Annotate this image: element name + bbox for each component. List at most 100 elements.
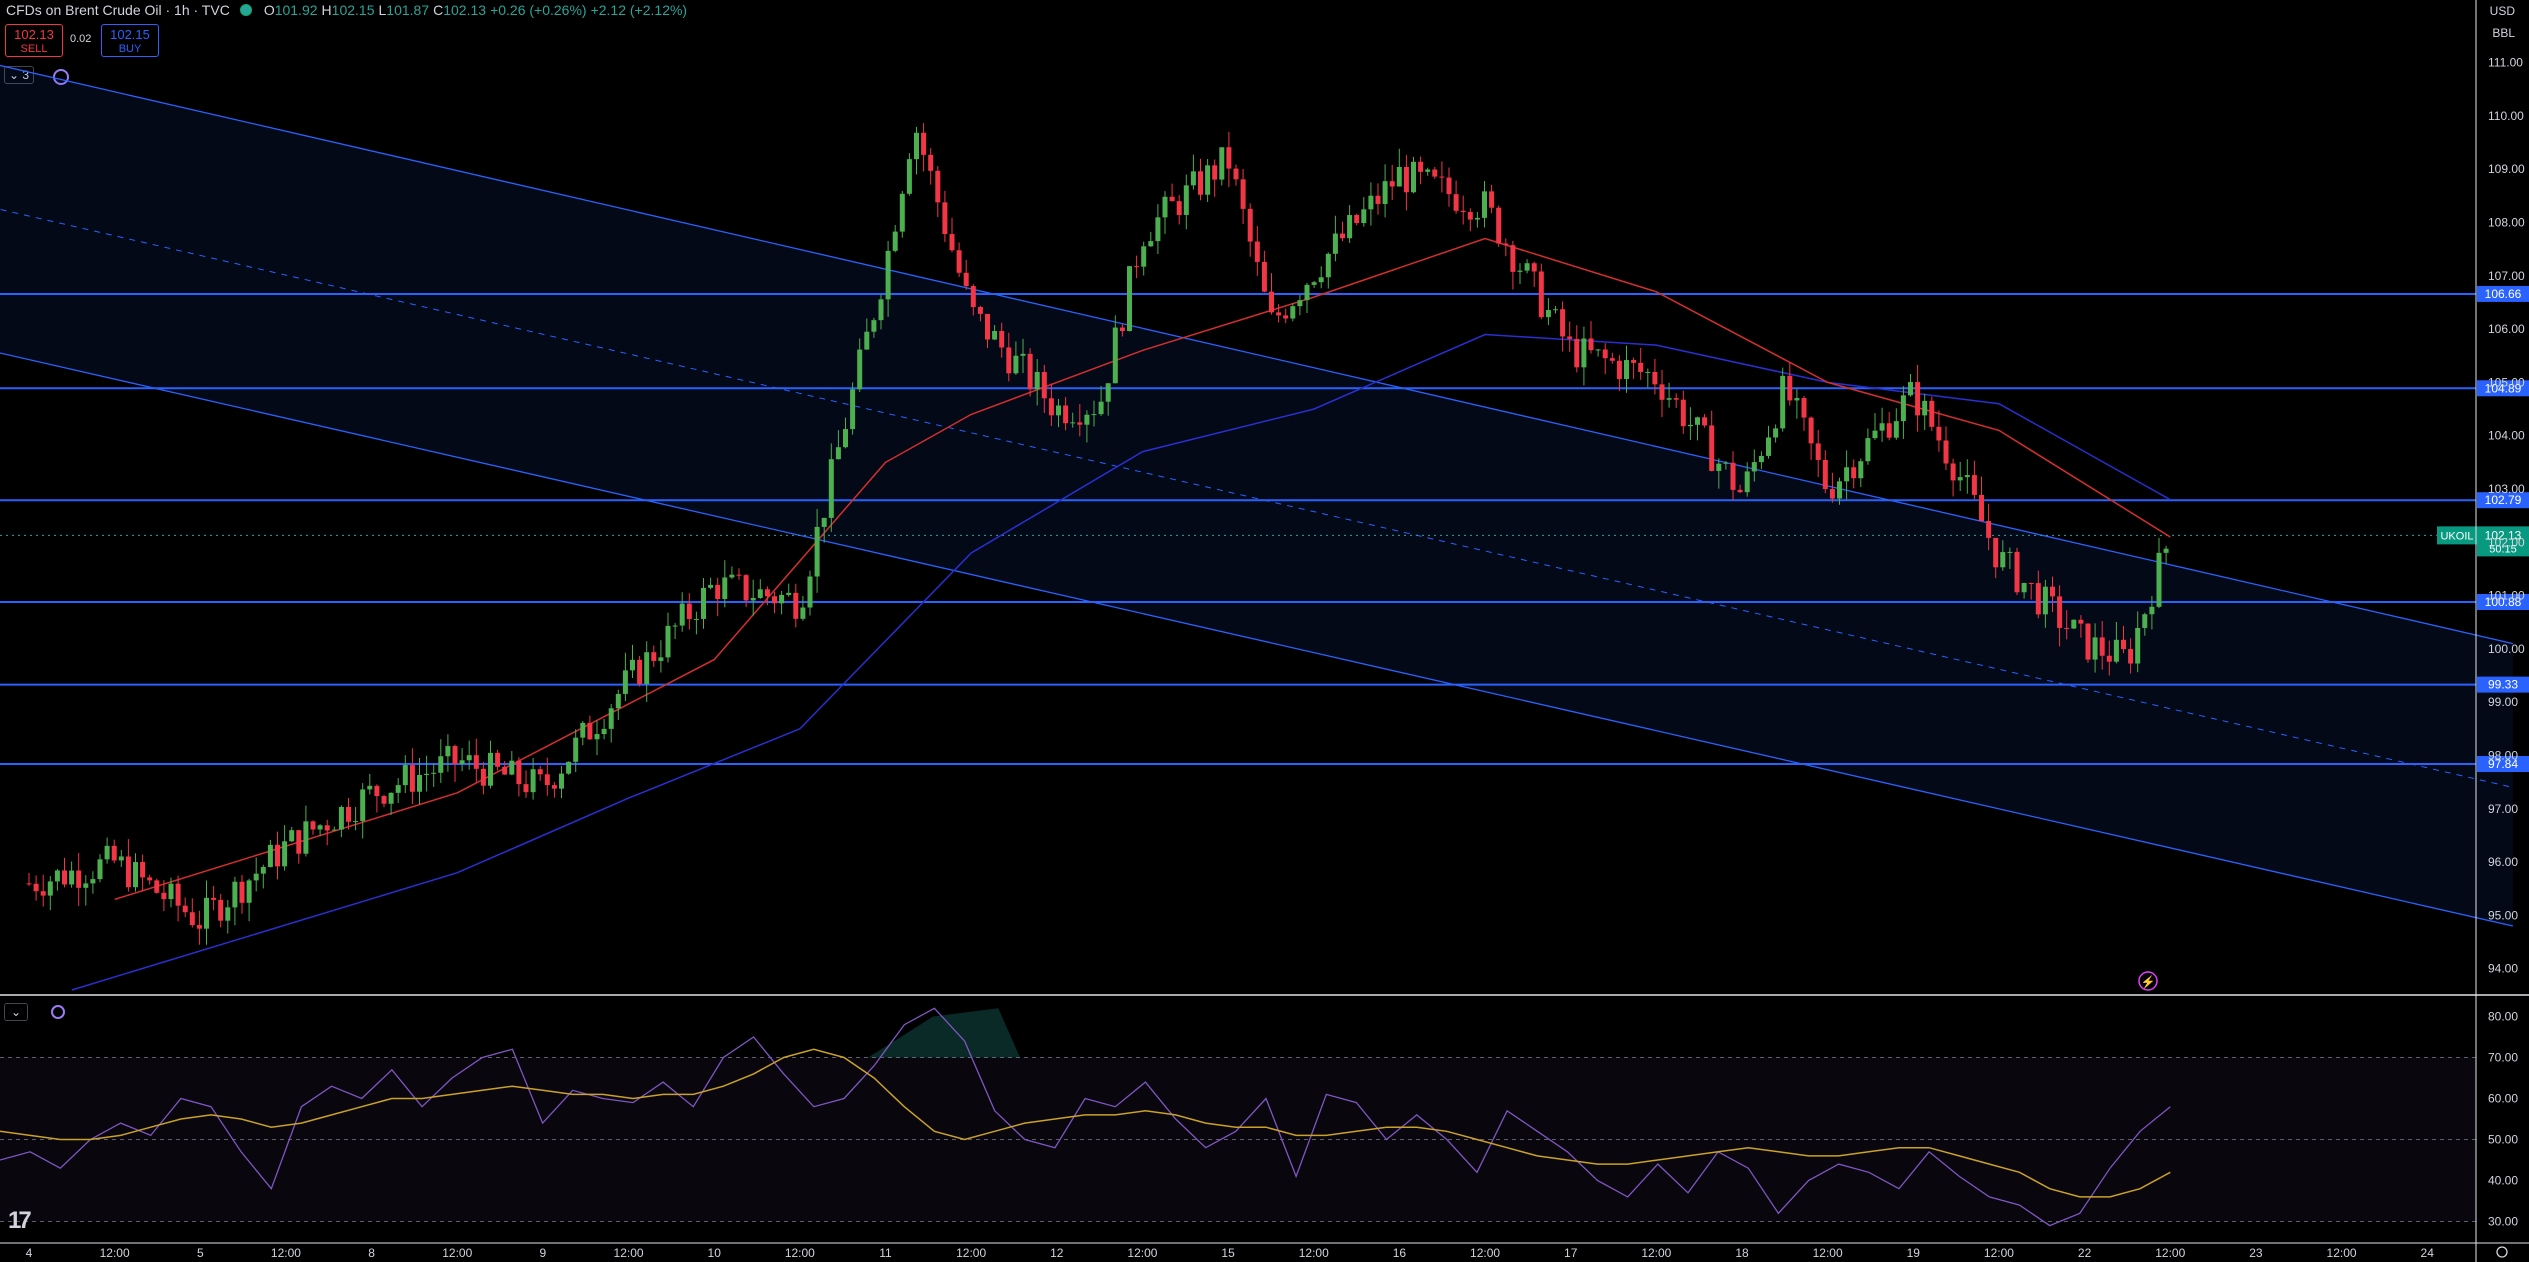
candle-body <box>1886 423 1892 438</box>
candle-body <box>1482 191 1487 218</box>
indicators-toggle[interactable]: ⌄ 3 <box>4 66 35 84</box>
candle-body <box>76 870 82 888</box>
candle-body <box>1411 161 1416 193</box>
candle-body <box>1446 177 1452 195</box>
candle-body <box>260 866 266 874</box>
buy-button[interactable]: 102.15 BUY <box>101 24 159 57</box>
moving-averages <box>71 237 2171 991</box>
candle-body <box>1964 475 1970 478</box>
price-tick-label: 104.00 <box>2488 429 2525 443</box>
candle-body <box>232 881 238 908</box>
candle-body <box>488 752 493 786</box>
candle-body <box>118 856 124 861</box>
rsi-sync-icon[interactable] <box>51 1005 65 1019</box>
candle-body <box>701 587 706 619</box>
candle-body <box>204 897 209 929</box>
level-price-tag <box>2477 492 2529 509</box>
candle-body <box>502 766 508 775</box>
candle-body <box>530 769 536 793</box>
candle-body <box>1780 375 1786 429</box>
candle-body <box>424 773 430 775</box>
candle-body <box>985 313 990 340</box>
ohlc-change: +0.26 (+0.26%) <box>490 2 587 18</box>
time-tick-label: 5 <box>197 1246 204 1260</box>
candle-body <box>2035 583 2041 615</box>
ohlc-low-label: L <box>378 2 387 18</box>
channel-fill <box>0 65 2513 927</box>
candle-body <box>800 607 806 619</box>
candle-body <box>1013 355 1019 374</box>
time-tick-label: 22 <box>2078 1246 2092 1260</box>
candle-body <box>1212 165 1218 180</box>
candle-body <box>793 592 799 619</box>
candle-body <box>381 796 387 804</box>
tradingview-logo[interactable]: 17 <box>8 1207 32 1234</box>
ohlc-close-value: 102.13 <box>443 2 487 18</box>
candle-body <box>2071 619 2077 629</box>
candle-body <box>296 830 302 854</box>
sell-button[interactable]: 102.13 SELL <box>5 24 63 57</box>
candle-body <box>1304 284 1310 301</box>
candle-body <box>1815 443 1821 460</box>
candle-body <box>182 905 188 913</box>
candle-body <box>1105 383 1111 402</box>
chevron-down-icon: ⌄ <box>9 68 19 82</box>
candle-body <box>1006 347 1012 374</box>
rsi-overbought-fill <box>868 1008 1020 1058</box>
candle-body <box>906 159 912 194</box>
candle-body <box>1269 291 1274 313</box>
candle-body <box>1119 327 1125 332</box>
candle-body <box>2007 551 2013 553</box>
candle-body <box>1908 382 1913 396</box>
candle-body <box>779 594 785 604</box>
symbol-title[interactable]: CFDs on Brent Crude Oil · 1h · TVC <box>6 2 230 18</box>
candle-body <box>1169 196 1175 202</box>
candle-body <box>282 841 288 867</box>
sync-icon[interactable] <box>53 69 69 85</box>
time-tick-label: 12:00 <box>442 1246 472 1260</box>
time-tick-label: 12:00 <box>1984 1246 2014 1260</box>
level-price-tag <box>2477 285 2529 302</box>
candle-body <box>835 447 841 460</box>
candle-body <box>480 768 486 786</box>
time-tick-label: 12:00 <box>100 1246 130 1260</box>
candle-body <box>864 331 870 350</box>
candle-body <box>395 785 401 793</box>
candle-body <box>1290 306 1296 319</box>
ohlc-low: L101.87 <box>378 2 429 18</box>
lightning-alert-icon <box>2138 971 2158 991</box>
candle-body <box>821 517 827 527</box>
candle-body <box>62 870 67 885</box>
candle-body <box>1382 181 1388 204</box>
candle-body <box>1744 471 1750 493</box>
candle-body <box>693 618 699 620</box>
candle-body <box>1567 336 1573 339</box>
currency-selector[interactable]: USD <box>2489 4 2515 18</box>
candle-body <box>1950 463 1956 481</box>
candle-body <box>630 659 635 671</box>
candle-body <box>857 349 863 390</box>
candle-body <box>1837 481 1842 499</box>
candle-body <box>1368 195 1374 210</box>
candle-body <box>1205 165 1211 195</box>
candle-body <box>559 773 564 789</box>
candle-body <box>303 821 309 854</box>
candle-body <box>686 603 692 619</box>
time-tick-label: 12:00 <box>785 1246 815 1260</box>
channel-upper-line <box>0 64 2513 645</box>
fast-moving-average-line <box>114 237 2171 901</box>
unit-selector[interactable]: BBL <box>2492 26 2515 40</box>
candle-body <box>1127 266 1132 332</box>
candle-body <box>729 574 735 578</box>
lightning-alert-glyph: ⚡ <box>2141 975 2156 989</box>
candle-body <box>651 652 657 661</box>
candle-body <box>47 881 53 896</box>
symbol-tag-text: UKOIL <box>2440 530 2473 542</box>
candle-body <box>1070 422 1076 424</box>
candle-body <box>1340 233 1345 239</box>
candle-body <box>2014 551 2020 593</box>
time-tick-label: 12:00 <box>956 1246 986 1260</box>
rsi-collapse-button[interactable]: ⌄ <box>4 1003 28 1021</box>
candle-body <box>367 785 373 790</box>
